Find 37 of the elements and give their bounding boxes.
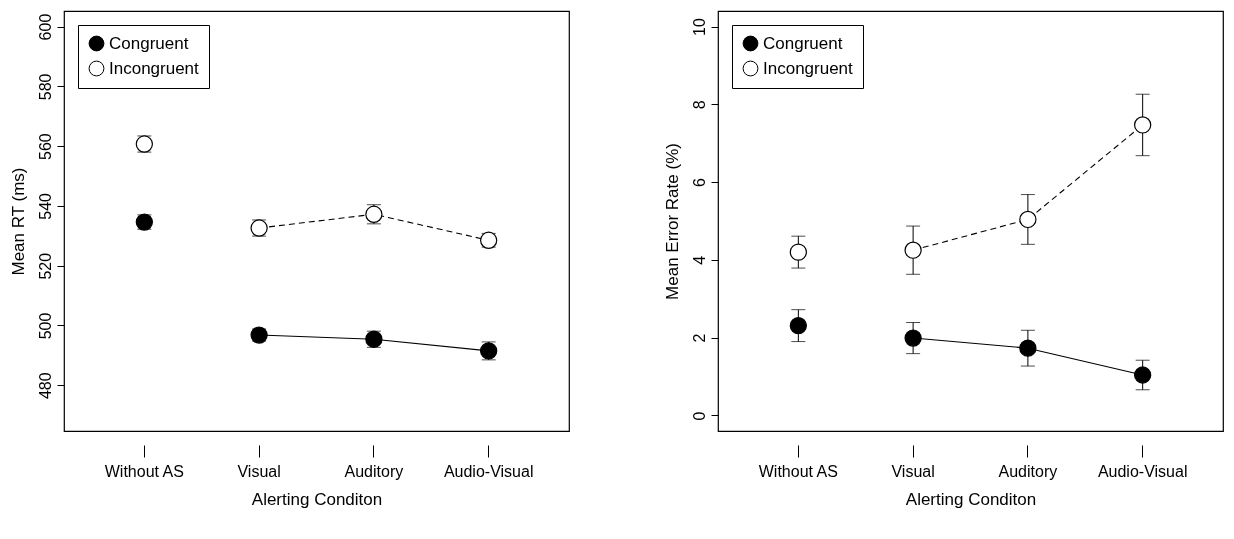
y-tick-label: 480 (36, 372, 54, 400)
point (1134, 366, 1152, 384)
y-tick-label: 4 (690, 255, 708, 265)
legend-label: Congruent (763, 33, 843, 53)
legend-label: Incongruent (763, 58, 854, 78)
point (1019, 339, 1037, 357)
x-tick-label: Visual (237, 462, 281, 480)
y-axis-title: Mean Error Rate (%) (662, 143, 682, 300)
y-tick-label: 600 (36, 13, 54, 41)
x-tick-label: Audio-Visual (1097, 462, 1188, 480)
y-tick-label: 10 (690, 18, 708, 36)
point (904, 241, 922, 259)
x-tick-label: Without AS (758, 462, 838, 480)
y-tick-label: 520 (36, 252, 54, 280)
y-tick-label: 500 (36, 312, 54, 340)
x-tick-label: Visual (891, 462, 935, 480)
y-tick-label: 560 (36, 133, 54, 160)
y-axis-title: Mean RT (ms) (8, 167, 28, 276)
point (789, 243, 807, 261)
legend-label: Incongruent (109, 58, 200, 78)
x-tick-label: Audio-Visual (443, 462, 534, 480)
point (789, 316, 807, 335)
x-axis-title: Alerting Conditon (251, 489, 383, 509)
point (1134, 116, 1152, 134)
y-tick-label: 0 (690, 411, 708, 421)
point (1019, 210, 1037, 229)
x-axis-title: Alerting Conditon (905, 489, 1037, 509)
y-tick-label: 6 (690, 178, 708, 188)
point (904, 329, 922, 347)
legend-label: Congruent (109, 33, 189, 53)
x-tick-label: Auditory (998, 462, 1058, 480)
x-tick-label: Auditory (344, 462, 404, 480)
y-tick-label: 8 (690, 100, 708, 110)
y-tick-label: 540 (36, 192, 54, 220)
y-tick-label: 2 (690, 333, 708, 343)
x-tick-label: Without AS (104, 462, 184, 480)
y-tick-label: 580 (36, 73, 54, 101)
